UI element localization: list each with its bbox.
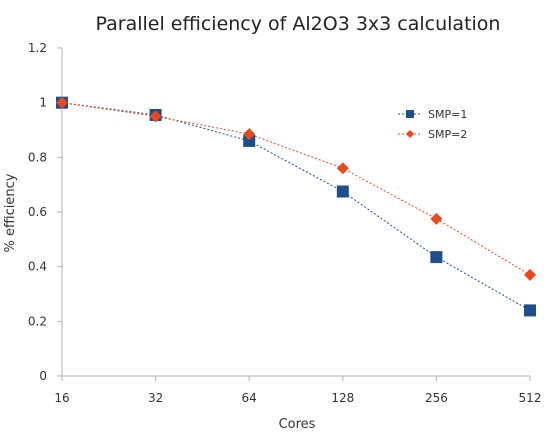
- x-tick-label: 16: [54, 391, 69, 405]
- data-point-square: [524, 304, 536, 317]
- series-line-1: [61, 102, 531, 311]
- legend: SMP=1 SMP=2: [398, 108, 467, 141]
- chart-title: Parallel efficiency of Al2O3 3x3 calcula…: [96, 13, 501, 35]
- series-markers: [56, 96, 536, 317]
- y-tick-label: 1.2: [28, 41, 47, 55]
- y-tick-label: 0.8: [28, 150, 47, 164]
- legend-diamond-marker: [406, 130, 414, 138]
- data-point-square: [243, 134, 256, 147]
- data-point-diamond: [149, 110, 162, 123]
- data-point-diamond: [524, 268, 536, 281]
- x-tick-label: 256: [425, 391, 448, 405]
- y-tick-label: 0: [39, 369, 47, 383]
- data-point-square: [336, 185, 349, 198]
- data-point-square: [430, 251, 443, 264]
- x-tick-labels: 16 32 64 128 256 512: [54, 376, 541, 405]
- legend-label: SMP=1: [428, 108, 467, 121]
- data-point-diamond: [430, 212, 443, 225]
- data-point-diamond: [243, 128, 256, 141]
- data-point-diamond: [336, 162, 349, 175]
- y-tick-label: 0.2: [28, 314, 47, 328]
- axes: [61, 48, 530, 377]
- y-tick-label: 1: [39, 96, 47, 110]
- y-tick-label: 0.6: [28, 205, 47, 219]
- y-tick-labels: 0 0.2 0.4 0.6 0.8 1 1.2: [28, 41, 62, 383]
- x-axis-label: Cores: [279, 417, 316, 432]
- data-point-diamond: [56, 96, 68, 109]
- y-axis-label: % efficiency: [3, 173, 18, 252]
- x-tick-label: 512: [519, 391, 542, 405]
- x-tick-label: 64: [242, 391, 257, 405]
- legend-square-marker: [406, 110, 414, 118]
- x-tick-label: 32: [148, 391, 163, 405]
- legend-label: SMP=2: [428, 128, 467, 141]
- series-lines: [61, 102, 531, 311]
- x-tick-label: 128: [331, 391, 354, 405]
- y-tick-label: 0.4: [28, 260, 47, 274]
